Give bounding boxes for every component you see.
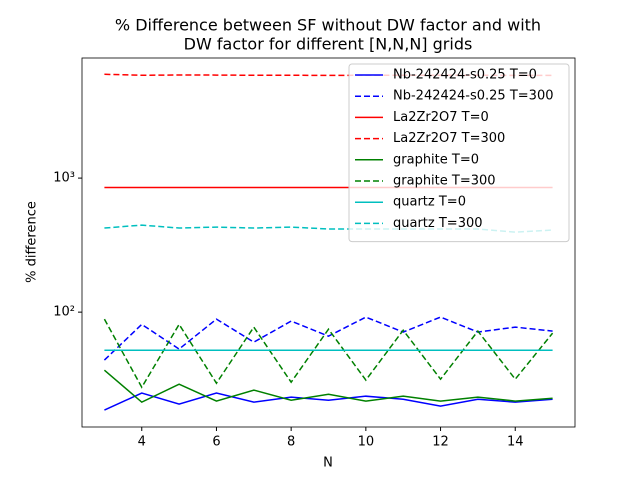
legend-label: La2Zr2O7 T=300 (393, 131, 505, 146)
data-line (103, 369, 553, 404)
data-line (103, 318, 554, 389)
x-axis-label: N (323, 456, 333, 471)
chart-title: DW factor for different [N,N,N] grids (184, 35, 473, 54)
chart-title: % Difference between SF without DW facto… (115, 16, 541, 35)
legend-label: quartz T=0 (393, 195, 466, 210)
x-tick-label: 12 (432, 435, 449, 450)
y-axis-label: % difference (25, 201, 40, 283)
x-tick-label: 6 (212, 435, 220, 450)
x-tick-label: 14 (507, 435, 524, 450)
y-tick-label: 10² (53, 305, 75, 320)
plot-frame (81, 57, 576, 428)
legend-label: Nb-242424-s0.25 T=0 (393, 68, 537, 83)
legend-box (348, 63, 570, 243)
legend-label: graphite T=0 (393, 152, 479, 167)
legend-label: graphite T=300 (393, 174, 496, 189)
x-tick-label: 8 (287, 435, 295, 450)
data-line (104, 392, 553, 411)
x-tick-label: 10 (358, 435, 375, 450)
legend-label: La2Zr2O7 T=0 (393, 110, 489, 125)
legend-label: quartz T=300 (393, 216, 483, 231)
x-tick-label: 4 (138, 435, 146, 450)
legend-label: Nb-242424-s0.25 T=300 (393, 89, 553, 104)
y-tick-label: 10³ (53, 171, 75, 186)
